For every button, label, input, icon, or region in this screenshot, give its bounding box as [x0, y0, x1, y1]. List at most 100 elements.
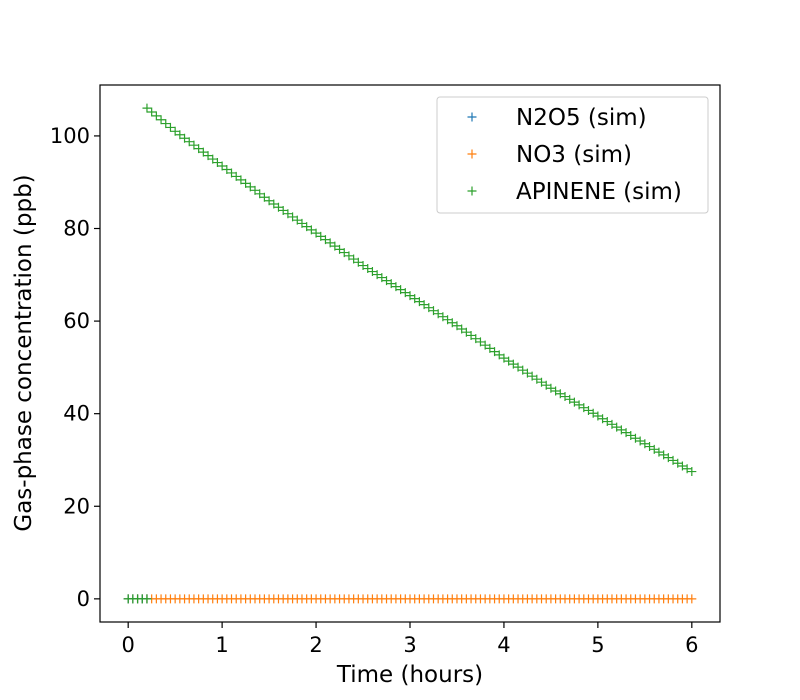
apinene-point	[410, 294, 420, 304]
apinene-point	[583, 405, 593, 415]
apinene-point	[508, 359, 518, 369]
legend-frame	[436, 96, 709, 214]
apinene-point	[537, 377, 547, 387]
apinene-point	[645, 442, 655, 452]
apinene-point	[593, 411, 603, 421]
apinene-point	[189, 140, 199, 150]
apinene-point	[485, 343, 495, 353]
apinene-point	[424, 303, 434, 313]
chart-marks	[123, 103, 697, 604]
legend-label: APINENE (sim)	[516, 179, 682, 205]
x-axis-ticks: 0 1 2 3 4 5 6	[121, 622, 699, 657]
apinene-point	[297, 218, 307, 228]
y-tick-label: 20	[63, 494, 90, 518]
x-tick-label: 5	[591, 633, 604, 657]
apinene-point	[518, 365, 528, 375]
apinene-point	[438, 312, 448, 322]
apinene-point	[588, 408, 598, 418]
apinene-point	[283, 209, 293, 219]
apinene-point	[377, 273, 387, 283]
apinene-point	[471, 334, 481, 344]
x-tick-label: 0	[121, 633, 134, 657]
apinene-point	[273, 202, 283, 212]
apinene-point	[541, 380, 551, 390]
apinene-point	[532, 374, 542, 384]
apinene-point	[419, 300, 429, 310]
apinene-point	[316, 231, 326, 241]
x-tick-label: 4	[497, 633, 510, 657]
apinene-point	[522, 368, 532, 378]
apinene-point	[414, 297, 424, 307]
apinene-point	[382, 276, 392, 286]
apinene-point	[147, 107, 157, 117]
apinene-point	[245, 182, 255, 192]
apinene-point	[278, 205, 288, 215]
apinene-point	[165, 122, 175, 132]
apinene-point	[344, 251, 354, 261]
apinene-point	[264, 196, 274, 206]
y-tick-label: 80	[63, 217, 90, 241]
apinene-point	[494, 350, 504, 360]
apinene-point	[372, 270, 382, 280]
apinene-point	[367, 267, 377, 277]
apinene-point	[227, 168, 237, 178]
apinene-point	[574, 400, 584, 410]
apinene-point	[320, 235, 330, 245]
apinene-point	[687, 467, 697, 477]
apinene-point	[292, 215, 302, 225]
apinene-point	[659, 450, 669, 460]
x-axis-label: Time (hours)	[336, 662, 483, 688]
apinene-point	[555, 389, 565, 399]
y-tick-label: 40	[63, 402, 90, 426]
apinene-point	[241, 178, 251, 188]
apinene-point	[527, 371, 537, 381]
apinene-point	[616, 425, 626, 435]
apinene-point	[142, 594, 152, 604]
apinene-point	[598, 414, 608, 424]
apinene-point	[579, 403, 589, 413]
legend-marker	[467, 186, 477, 196]
apinene-point	[194, 144, 204, 154]
apinene-point	[161, 119, 171, 129]
legend-label: NO3 (sim)	[516, 142, 632, 168]
x-tick-label: 3	[403, 633, 416, 657]
apinene-point	[682, 464, 692, 474]
x-tick-label: 6	[685, 633, 698, 657]
apinene-point	[335, 244, 345, 254]
apinene-point	[184, 137, 194, 147]
apinene-point	[480, 340, 490, 350]
apinene-point	[513, 362, 523, 372]
apinene-point	[551, 386, 561, 396]
apinene-point	[405, 291, 415, 301]
apinene-point	[306, 225, 316, 235]
apinene-point	[325, 238, 335, 248]
apinene-point	[231, 171, 241, 181]
apinene-point	[677, 461, 687, 471]
apinene-point	[635, 436, 645, 446]
apinene-point	[626, 430, 636, 440]
apinene-point	[400, 288, 410, 298]
apinene-point	[546, 383, 556, 393]
y-axis-ticks: 0 20 40 60 80 100	[50, 124, 100, 611]
apinene-point	[180, 133, 190, 143]
apinene-point	[156, 115, 166, 125]
apinene-point	[142, 103, 152, 113]
apinene-point	[475, 337, 485, 347]
apinene-point	[612, 422, 622, 432]
apinene-point	[217, 161, 227, 171]
apinene-point	[288, 212, 298, 222]
apinene-point	[447, 318, 457, 328]
apinene-point	[466, 330, 476, 340]
apinene-point	[391, 282, 401, 292]
apinene-point	[170, 126, 180, 136]
apinene-point	[673, 458, 683, 468]
no3-point	[687, 594, 697, 604]
legend-marker	[467, 112, 477, 122]
apinene-point	[569, 397, 579, 407]
apinene-point	[212, 158, 222, 168]
apinene-point	[203, 151, 213, 161]
apinene-point	[461, 327, 471, 337]
y-tick-label: 0	[77, 587, 90, 611]
apinene-point	[607, 419, 617, 429]
